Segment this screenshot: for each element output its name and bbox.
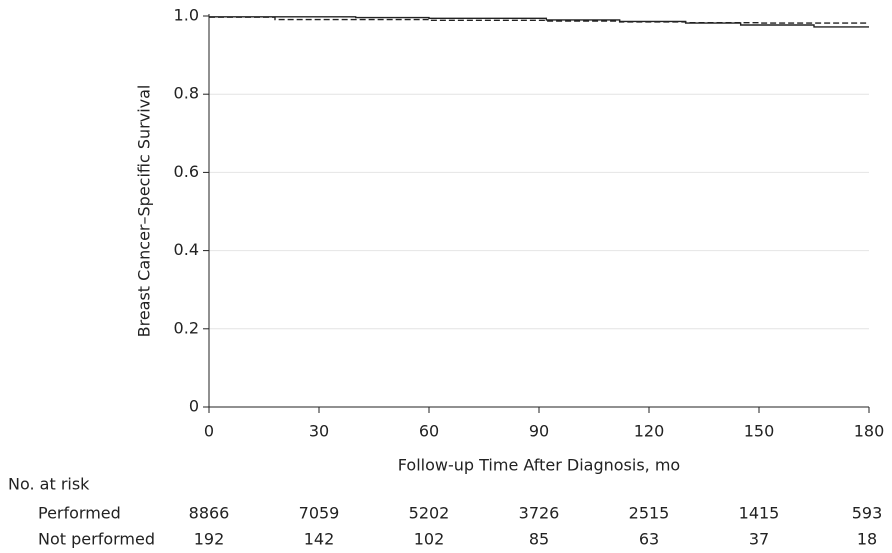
risk-count: 5202 [409,504,450,523]
y-tick-label: 0.2 [174,318,199,337]
x-tick-label: 150 [744,422,775,441]
x-tick-label: 90 [529,422,549,441]
x-tick-label: 60 [419,422,439,441]
x-tick-label: 30 [309,422,329,441]
risk-count: 1415 [739,504,780,523]
y-tick-label: 0 [189,397,199,416]
risk-count: 142 [304,530,335,549]
risk-count: 593 [852,504,883,523]
survival-line [209,16,869,28]
risk-count: 85 [529,530,549,549]
survival-line [209,16,869,24]
y-axis-title: Breast Cancer–Specific Survival [135,85,154,338]
risk-row-label: Not performed [38,530,155,549]
y-tick-label: 0.8 [174,84,199,103]
risk-count: 2515 [629,504,670,523]
risk-count: 18 [857,530,877,549]
x-tick-label: 180 [854,422,885,441]
risk-table-title: No. at risk [8,475,90,494]
x-tick-label: 0 [204,422,214,441]
y-tick-label: 0.4 [174,240,199,259]
y-tick-label: 0.6 [174,162,199,181]
risk-count: 63 [639,530,659,549]
y-tick-label: 1.0 [174,6,199,25]
x-axis-title: Follow-up Time After Diagnosis, mo [398,456,680,475]
risk-count: 192 [194,530,225,549]
risk-count: 7059 [299,504,340,523]
risk-count: 3726 [519,504,560,523]
risk-count: 102 [414,530,445,549]
risk-count: 8866 [189,504,230,523]
risk-count: 37 [749,530,769,549]
risk-row-label: Performed [38,504,121,523]
x-tick-label: 120 [634,422,665,441]
